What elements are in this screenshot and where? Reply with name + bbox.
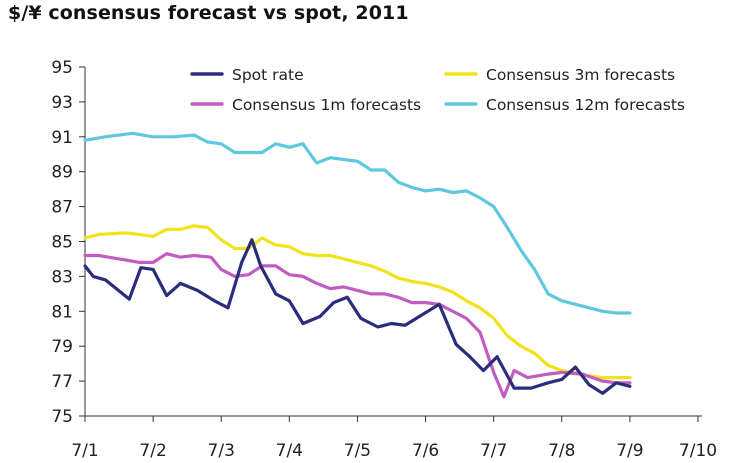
series-lines bbox=[83, 131, 632, 399]
x-tick-label: 7/8 bbox=[548, 441, 575, 461]
x-tick-label: 7/7 bbox=[480, 441, 507, 461]
legend-label-consensus-1m-forecasts: Consensus 1m forecasts bbox=[232, 96, 421, 114]
x-tick-label: 7/6 bbox=[412, 441, 439, 461]
x-tick-label: 7/3 bbox=[208, 441, 235, 461]
y-tick-label: 95 bbox=[51, 58, 73, 78]
y-tick-label: 79 bbox=[51, 337, 73, 357]
axes: 75 77 79 81 83 85 87 89 91 93 95 7/1 7/2 7/3 7/4 7/5 7/6… bbox=[51, 58, 717, 461]
y-tick-label: 89 bbox=[51, 163, 73, 183]
x-tick-label: 7/10 bbox=[679, 441, 717, 461]
legend-label-consensus-12m-forecasts: Consensus 12m forecasts bbox=[486, 96, 685, 114]
series-line-consensus-1m-forecasts bbox=[83, 252, 632, 399]
x-tick-label: 7/5 bbox=[344, 441, 371, 461]
legend-label-consensus-3m-forecasts: Consensus 3m forecasts bbox=[486, 66, 675, 84]
y-tick-label: 75 bbox=[51, 407, 73, 427]
series-line-spot-rate bbox=[83, 238, 632, 395]
y-tick-label: 81 bbox=[51, 302, 73, 322]
y-tick-label: 85 bbox=[51, 233, 73, 253]
series-line-consensus-3m-forecasts bbox=[83, 224, 632, 380]
series-line-consensus-12m-forecasts bbox=[83, 131, 632, 315]
x-tick-label: 7/4 bbox=[276, 441, 303, 461]
y-tick-label: 77 bbox=[51, 372, 73, 392]
x-tick-label: 7/1 bbox=[71, 441, 98, 461]
x-tick-label: 7/9 bbox=[616, 441, 643, 461]
legend: Spot rate Consensus 1m forecasts Consensus… bbox=[190, 66, 685, 114]
chart-title: $/¥ consensus forecast vs spot, 2011 bbox=[8, 2, 409, 24]
x-tick-label: 7/2 bbox=[139, 441, 166, 461]
y-tick-label: 87 bbox=[51, 198, 73, 218]
y-tick-label: 83 bbox=[51, 267, 73, 287]
legend-label-spot-rate: Spot rate bbox=[232, 66, 304, 84]
y-tick-label: 93 bbox=[51, 93, 73, 113]
y-tick-label: 91 bbox=[51, 128, 73, 148]
